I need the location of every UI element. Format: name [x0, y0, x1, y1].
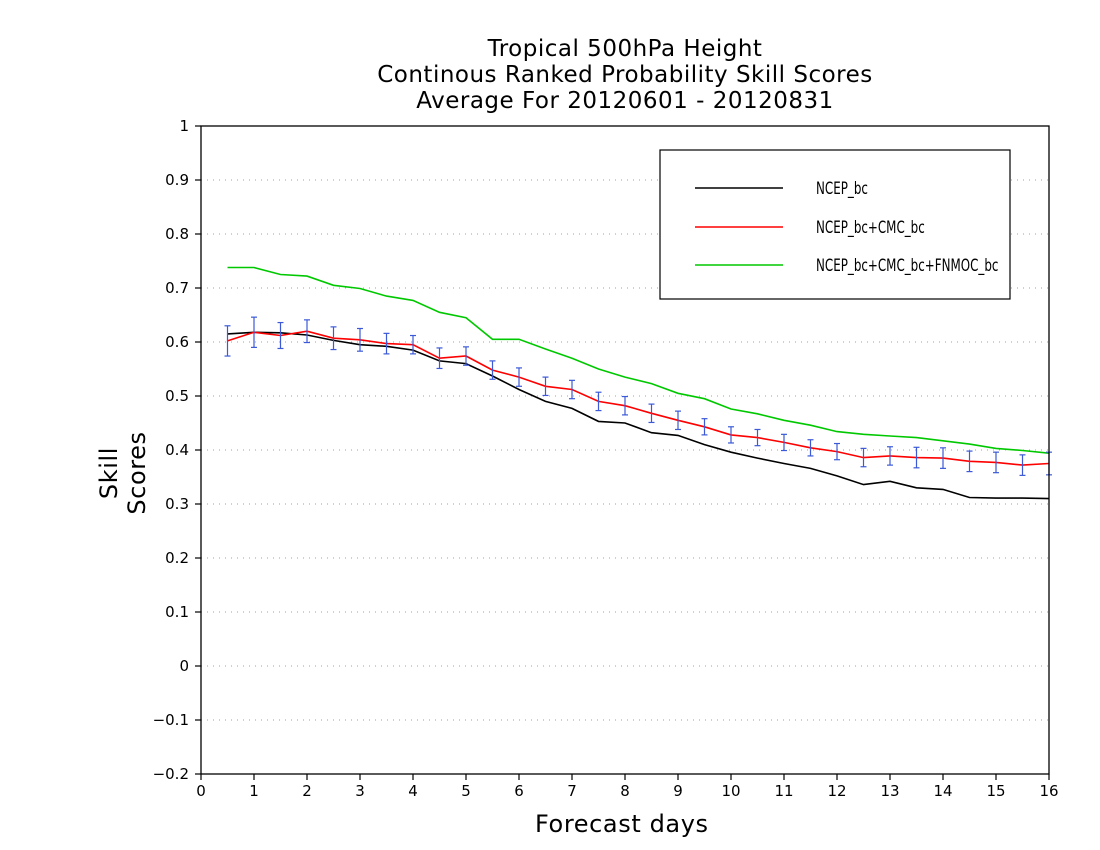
y-tick-label: 0.3	[165, 495, 189, 513]
x-tick-label: 16	[1039, 782, 1058, 800]
x-tick-label: 15	[986, 782, 1005, 800]
data-series	[227, 266, 1050, 500]
y-tick-label: 0.5	[165, 387, 189, 405]
y-tick-label: 0.6	[165, 333, 189, 351]
y-tick-label: 0.2	[165, 549, 189, 567]
y-tick-label: 0.4	[165, 441, 189, 459]
legend: NCEP_bc NCEP_bc+CMC_bc NCEP_bc+CMC_bc+FNMO…	[659, 149, 1011, 300]
error-bar	[781, 433, 787, 452]
x-tick-label: 2	[302, 782, 312, 800]
series-line-ncep-bc-cmc-bc-fnmoc-bc	[227, 266, 1050, 454]
legend-label: NCEP_bc+CMC_bc	[816, 218, 925, 238]
x-tick-label: 10	[721, 782, 740, 800]
x-axis-label: Forecast days	[535, 810, 709, 838]
y-axis-label: Skill Scores	[95, 431, 151, 515]
error-bar	[436, 347, 443, 370]
error-bar	[1019, 454, 1026, 476]
y-tick-label: 1	[179, 117, 189, 135]
error-bar	[993, 451, 999, 474]
error-bar	[887, 446, 893, 466]
error-bar	[516, 367, 522, 387]
legend-label: NCEP_bc	[816, 179, 868, 199]
error-bar	[728, 426, 734, 444]
error-bar	[622, 395, 628, 416]
error-bar	[913, 446, 920, 469]
y-tick-label: 0	[179, 657, 189, 675]
error-bar	[834, 442, 840, 461]
error-bar	[966, 450, 973, 473]
legend-box	[659, 149, 1011, 300]
series-line-ncep-bc	[227, 331, 1050, 500]
chart-title-line-3: Average For 20120601 - 20120831	[416, 88, 834, 114]
error-bar	[224, 325, 231, 357]
x-tick-label: 5	[461, 782, 471, 800]
error-bar	[940, 447, 946, 469]
chart-title-line-2: Continous Ranked Probability Skill Score…	[377, 62, 873, 88]
error-bar	[675, 410, 681, 431]
error-bar	[277, 321, 284, 350]
x-tick-label: 14	[933, 782, 952, 800]
x-tick-label: 8	[620, 782, 630, 800]
x-tick-label: 3	[355, 782, 365, 800]
x-tick-label: 12	[827, 782, 846, 800]
error-bar	[410, 334, 416, 355]
chart-title-line-1: Tropical 500hPa Height	[487, 36, 763, 62]
y-tick-label: 0.1	[165, 603, 189, 621]
error-bar	[489, 360, 496, 380]
y-tick-label: −0.2	[153, 765, 189, 783]
error-bar	[304, 319, 310, 344]
x-tick-label: 11	[774, 782, 793, 800]
x-tick-label: 1	[249, 782, 259, 800]
error-bar	[330, 326, 337, 351]
y-tick-label: 0.9	[165, 171, 189, 189]
axis-ticks: −0.2−0.100.10.20.30.40.50.60.70.80.910 1 2…	[153, 117, 1059, 800]
error-bar	[595, 391, 602, 412]
error-bar	[701, 418, 708, 436]
series-line-ncep-bc-cmc-bc	[227, 330, 1050, 466]
y-tick-label: 0.8	[165, 225, 189, 243]
legend-label: NCEP_bc+CMC_bc+FNMOC_bc	[816, 256, 998, 276]
error-bar	[357, 327, 363, 352]
x-tick-label: 0	[196, 782, 206, 800]
x-tick-label: 7	[567, 782, 577, 800]
y-tick-label: −0.1	[153, 711, 189, 729]
x-tick-label: 4	[408, 782, 418, 800]
error-bar	[754, 428, 761, 447]
y-tick-label: 0.7	[165, 279, 189, 297]
error-bar	[463, 346, 469, 366]
error-bar	[542, 376, 549, 397]
error-bar	[383, 332, 390, 355]
error-bar	[807, 439, 814, 457]
error-bar	[648, 403, 655, 424]
x-tick-label: 13	[880, 782, 899, 800]
error-bar	[569, 379, 575, 400]
x-tick-label: 9	[673, 782, 683, 800]
error-bar	[251, 316, 257, 348]
x-tick-label: 6	[514, 782, 524, 800]
error-bar	[860, 447, 867, 468]
